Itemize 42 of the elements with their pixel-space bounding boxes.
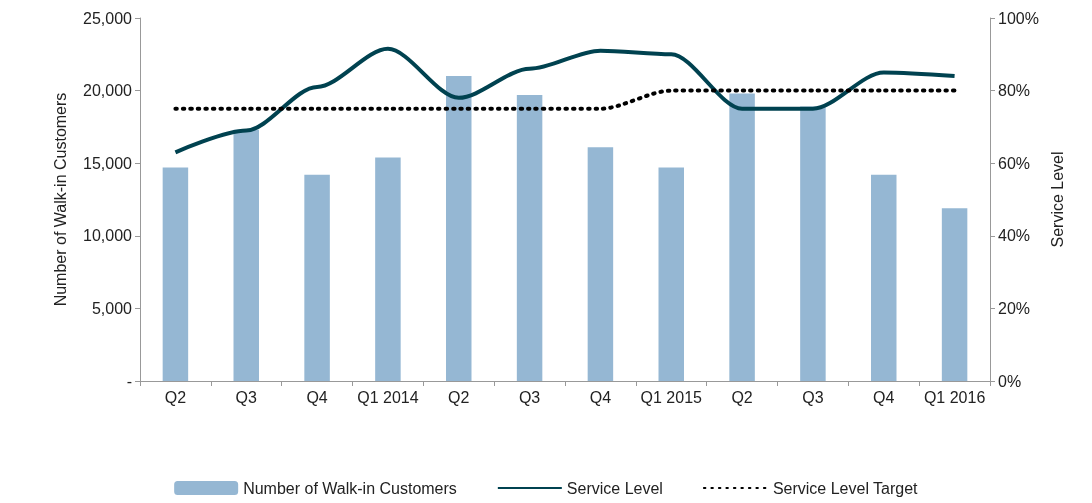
y-tick-label: 20,000 <box>83 82 133 100</box>
y2-tick-label: 20% <box>998 299 1031 317</box>
x-tick-label: Q2 <box>448 388 470 406</box>
y-axis-title: Number of Walk-in Customers <box>51 92 69 307</box>
bar <box>516 94 543 381</box>
y2-tick-label: 100% <box>998 9 1039 27</box>
y-tick-label: 5,000 <box>91 299 133 317</box>
bar <box>658 167 684 381</box>
y2-tick-label: 60% <box>998 154 1031 172</box>
bar <box>729 93 755 381</box>
x-tick-label: Q3 <box>802 388 824 406</box>
y-tick-label: - <box>126 372 132 390</box>
x-tick-label: Q3 <box>235 388 258 406</box>
bar <box>587 147 614 381</box>
x-tick-label: Q4 <box>306 388 328 406</box>
bar <box>375 157 401 381</box>
y2-axis-title: Service Level <box>1049 151 1067 248</box>
bar <box>800 106 826 381</box>
x-tick-label: Q2 <box>731 388 753 406</box>
bar <box>162 167 189 381</box>
bar <box>233 129 259 381</box>
x-tick-label: Q1 2016 <box>923 388 986 406</box>
bar <box>304 174 330 381</box>
y2-tick-label: 40% <box>998 227 1031 245</box>
y-tick-label: 10,000 <box>83 227 133 245</box>
x-tick-label: Q3 <box>518 388 541 406</box>
x-tick-label: Q1 2015 <box>640 388 703 406</box>
x-tick-label: Q4 <box>589 388 612 406</box>
x-tick-label: Q1 2014 <box>357 388 419 406</box>
bar <box>871 174 897 381</box>
x-tick-label: Q4 <box>873 388 895 406</box>
bar <box>941 208 968 381</box>
y2-tick-label: 80% <box>998 82 1031 100</box>
bar <box>446 76 472 381</box>
legend-label: Service Level <box>566 479 663 497</box>
line-series <box>173 46 957 155</box>
x-tick-label: Q2 <box>164 388 187 406</box>
legend-label: Number of Walk-in Customers <box>243 479 457 497</box>
legend-label: Service Level Target <box>772 479 919 497</box>
y-tick-label: 15,000 <box>83 154 133 172</box>
y2-tick-label: 0% <box>998 372 1022 390</box>
y-tick-label: 25,000 <box>83 9 133 27</box>
